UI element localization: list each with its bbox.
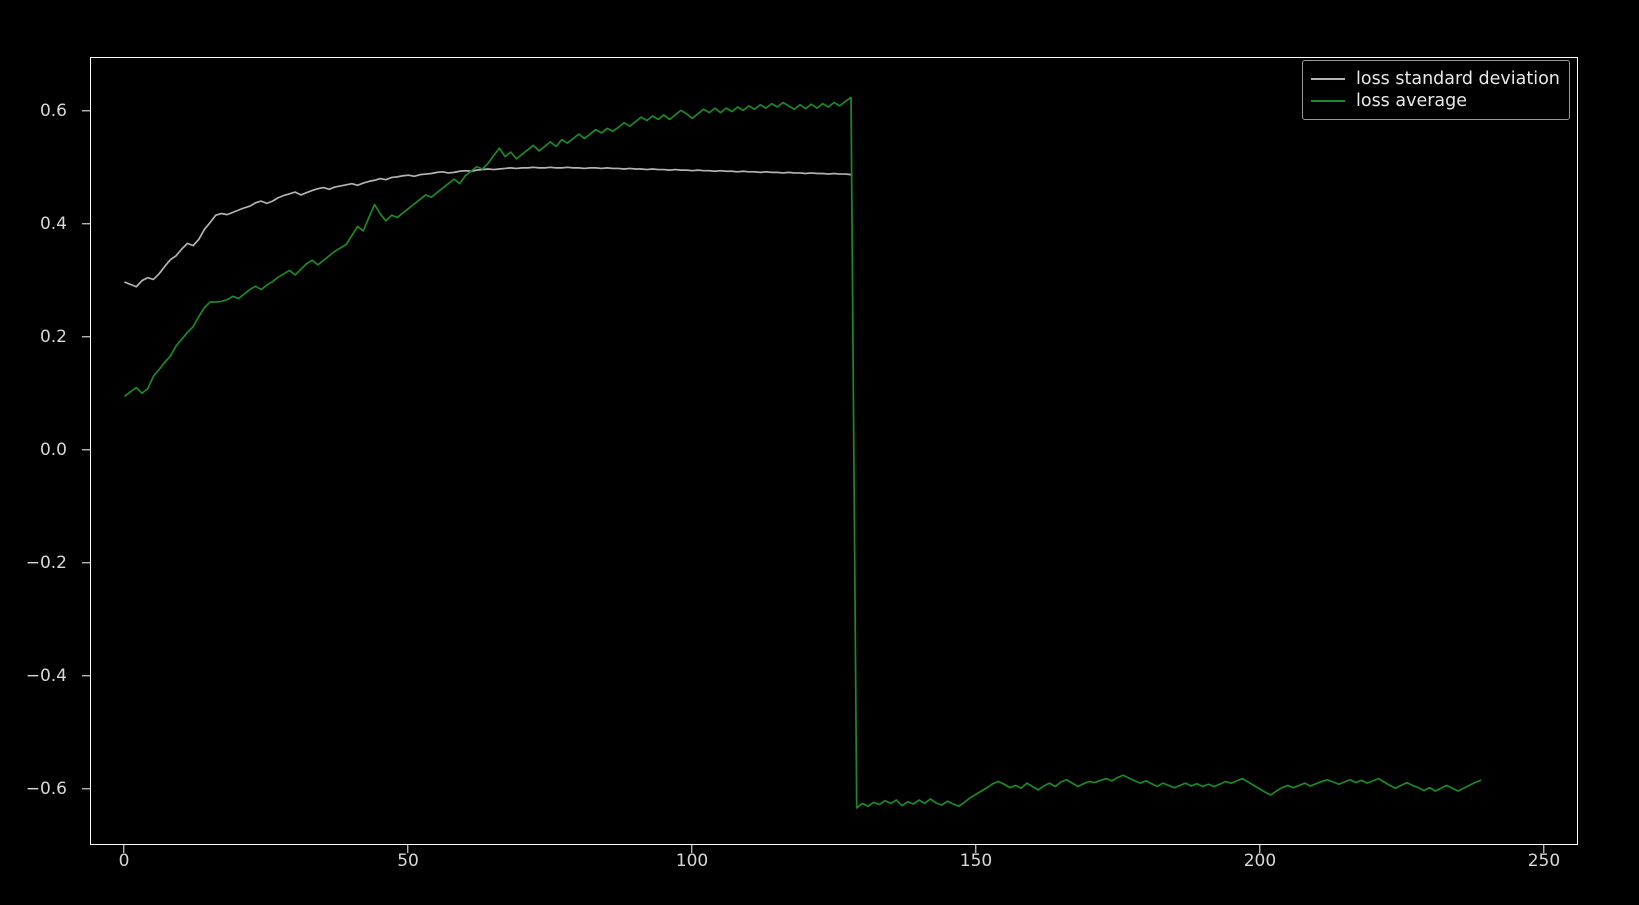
- y-tick-label: 0.0: [39, 439, 67, 460]
- x-tick-label: 0: [118, 851, 130, 871]
- legend-entry: loss standard deviation: [1311, 68, 1560, 90]
- y-tick-label: 0.4: [39, 213, 67, 234]
- y-tick-mark: [82, 335, 90, 338]
- x-tick-label: 150: [959, 851, 993, 871]
- y-tick-label: 0.2: [39, 326, 67, 347]
- chart-legend: loss standard deviation loss average: [1302, 60, 1570, 120]
- y-tick-label: −0.4: [25, 665, 67, 686]
- legend-line-icon: [1311, 78, 1345, 80]
- legend-label: loss average: [1356, 91, 1468, 111]
- legend-entry: loss average: [1311, 90, 1560, 112]
- y-tick-label: −0.6: [25, 778, 67, 799]
- x-tick-mark: [123, 845, 125, 853]
- plot-svg: [91, 58, 1577, 844]
- y-tick-mark: [82, 787, 90, 790]
- x-tick-mark: [691, 845, 693, 853]
- x-tick-mark: [1543, 845, 1545, 853]
- y-tick-mark: [82, 109, 90, 112]
- legend-label: loss standard deviation: [1356, 69, 1560, 89]
- y-tick-mark: [82, 561, 90, 564]
- plot-area: [90, 57, 1578, 845]
- y-tick-mark: [82, 222, 90, 225]
- x-tick-label: 250: [1527, 851, 1561, 871]
- series-line-0: [125, 167, 851, 286]
- x-tick-label: 200: [1243, 851, 1277, 871]
- y-tick-mark: [82, 674, 90, 677]
- y-tick-mark: [82, 448, 90, 451]
- x-tick-mark: [1259, 845, 1261, 853]
- legend-line-icon: [1311, 100, 1345, 102]
- x-tick-mark: [975, 845, 977, 853]
- y-tick-label: 0.6: [39, 100, 67, 121]
- series-line-1: [125, 97, 1481, 808]
- x-tick-label: 50: [397, 851, 419, 871]
- y-tick-label: −0.2: [25, 552, 67, 573]
- x-tick-label: 100: [675, 851, 709, 871]
- x-tick-mark: [407, 845, 409, 853]
